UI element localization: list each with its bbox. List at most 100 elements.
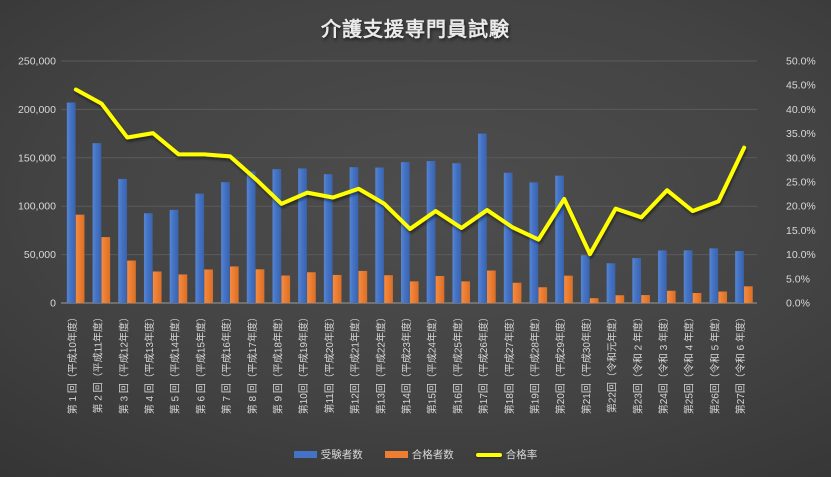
right-axis-tick-label: 35.0% <box>786 128 816 140</box>
bar-passers[interactable] <box>307 272 316 303</box>
x-axis-label: 第23回（令和 2 年度） <box>631 312 644 414</box>
left-axis-tick-label: 0 <box>50 298 56 310</box>
bar-passers[interactable] <box>487 270 496 303</box>
legend-item-examinees[interactable]: 受験者数 <box>293 447 363 462</box>
bar-examinees[interactable] <box>66 102 76 303</box>
pass-rate-legend-line-icon <box>475 452 502 457</box>
x-axis-label: 第18回（平成27年度） <box>503 312 516 414</box>
bar-examinees[interactable] <box>658 250 667 303</box>
bar-passers[interactable] <box>589 298 599 303</box>
right-axis-tick-label: 15.0% <box>786 225 816 237</box>
left-axis-tick-label: 100,000 <box>18 201 56 213</box>
bar-passers[interactable] <box>666 290 676 303</box>
bar-examinees[interactable] <box>323 174 333 303</box>
legend-item-passers[interactable]: 合格者数 <box>384 447 454 462</box>
x-axis-label: 第 4 回（平成13年度） <box>143 312 156 414</box>
x-axis-label: 第13回（平成22年度） <box>374 312 387 414</box>
legend: 受験者数 合格者数 合格率 <box>0 447 831 462</box>
pass-rate-line[interactable] <box>73 87 747 257</box>
x-axis-label: 第 3 回（平成12年度） <box>117 312 130 414</box>
passers-legend-swatch-icon <box>384 451 408 458</box>
right-axis-tick-label: 50.0% <box>786 56 816 68</box>
x-axis-label: 第21回（平成30年度） <box>580 312 593 414</box>
bar-passers[interactable] <box>538 287 548 303</box>
bar-examinees[interactable] <box>709 248 719 303</box>
bar-passers[interactable] <box>178 274 188 303</box>
left-axis-tick-label: 150,000 <box>18 152 56 164</box>
x-axis-label: 第 2 回（平成11年度） <box>92 312 105 414</box>
bar-passers[interactable] <box>512 282 522 303</box>
bar-examinees[interactable] <box>426 161 436 303</box>
right-axis-tick-label: 5.0% <box>786 273 810 285</box>
bar-passers[interactable] <box>461 281 471 303</box>
right-axis-tick-label: 40.0% <box>786 104 816 116</box>
bar-examinees[interactable] <box>375 167 384 303</box>
bar-passers[interactable] <box>204 269 213 303</box>
bar-passers[interactable] <box>127 260 136 303</box>
bar-passers[interactable] <box>152 271 162 303</box>
bar-passers[interactable] <box>435 275 445 303</box>
bar-examinees[interactable] <box>503 172 513 303</box>
bar-examinees[interactable] <box>735 251 744 303</box>
chart-title: 介護支援専門員試験 <box>321 19 510 41</box>
x-axis-label: 第14回（平成23年度） <box>400 312 413 414</box>
bar-examinees[interactable] <box>195 193 205 303</box>
bar-passers[interactable] <box>692 293 702 303</box>
bar-passers[interactable] <box>358 270 368 303</box>
right-axis-tick-label: 10.0% <box>786 249 816 261</box>
bar-passers[interactable] <box>281 275 291 303</box>
x-axis-label: 第25回（令和 4 年度） <box>683 312 696 414</box>
bar-passers[interactable] <box>229 266 239 303</box>
bar-examinees[interactable] <box>452 163 462 303</box>
x-axis-label: 第11回（平成20年度） <box>323 312 336 414</box>
x-axis-label: 第 9 回（平成18年度） <box>271 312 284 414</box>
bar-passers[interactable] <box>332 274 342 303</box>
left-axis-tick-label: 250,000 <box>18 56 56 68</box>
bar-examinees[interactable] <box>143 213 153 303</box>
bar-examinees[interactable] <box>529 182 539 303</box>
bar-examinees[interactable] <box>683 250 693 303</box>
bar-examinees[interactable] <box>92 143 102 303</box>
x-axis-label: 第24回（令和 3 年度） <box>657 312 670 414</box>
x-axis-label: 第 8 回（平成17年度） <box>246 312 259 414</box>
x-axis-label: 第27回（令和 6 年度） <box>734 312 747 414</box>
bar-passers[interactable] <box>718 291 728 303</box>
left-axis-tick-label: 50,000 <box>24 249 56 261</box>
bar-examinees[interactable] <box>118 178 127 303</box>
x-axis-label: 第15回（平成24年度） <box>426 312 439 414</box>
left-axis-tick-label: 200,000 <box>18 104 56 116</box>
bar-passers[interactable] <box>564 275 573 303</box>
x-axis-label: 第 1 回（平成10年度） <box>66 312 79 414</box>
bar-examinees[interactable] <box>169 209 179 303</box>
bar-examinees[interactable] <box>221 182 230 303</box>
bar-passers[interactable] <box>615 295 625 303</box>
bar-examinees[interactable] <box>478 133 487 303</box>
bar-examinees[interactable] <box>401 162 410 303</box>
bar-passers[interactable] <box>409 281 419 303</box>
bar-examinees[interactable] <box>555 175 564 303</box>
x-axis-label: 第26回（令和 5 年度） <box>708 312 721 414</box>
bar-examinees[interactable] <box>632 258 642 303</box>
x-axis-label: 第12回（平成21年度） <box>349 312 362 414</box>
bar-passers[interactable] <box>75 214 85 303</box>
bar-passers[interactable] <box>101 237 111 303</box>
bar-examinees[interactable] <box>298 168 307 303</box>
bar-passers[interactable] <box>744 286 753 303</box>
legend-item-pass-rate[interactable]: 合格率 <box>475 447 538 462</box>
bar-passers[interactable] <box>255 269 265 303</box>
legend-label-pass-rate: 合格率 <box>505 449 538 461</box>
bar-examinees[interactable] <box>606 263 616 303</box>
bar-examinees[interactable] <box>246 171 256 303</box>
bar-examinees[interactable] <box>272 169 282 303</box>
x-axis-label: 第16回（平成25年度） <box>451 312 464 414</box>
bar-examinees[interactable] <box>580 255 590 303</box>
legend-label-passers: 合格者数 <box>411 449 454 461</box>
bar-passers[interactable] <box>641 295 650 303</box>
x-axis-label: 第 5 回（平成14年度） <box>169 312 182 414</box>
bar-examinees[interactable] <box>349 167 359 303</box>
bar-passers[interactable] <box>384 275 393 303</box>
right-axis-tick-label: 25.0% <box>786 177 816 189</box>
x-axis-label: 第10回（平成19年度） <box>297 312 310 414</box>
x-axis-label: 第 7 回（平成16年度） <box>220 312 233 414</box>
